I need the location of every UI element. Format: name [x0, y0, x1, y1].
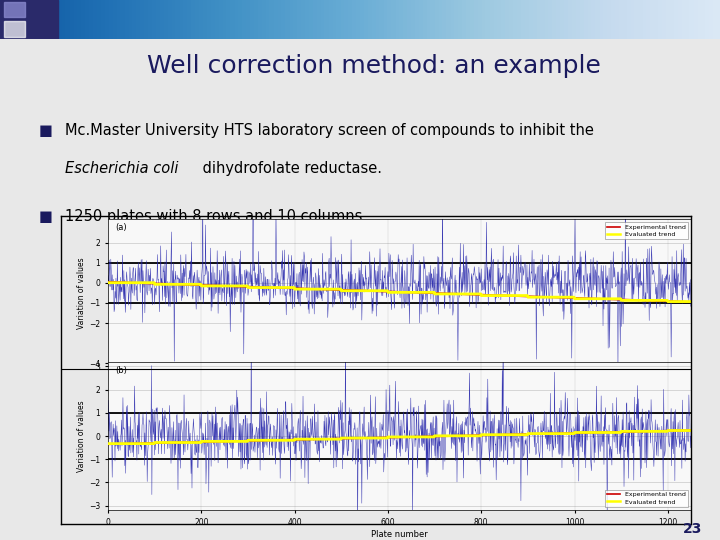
Legend: Experimental trend, Evaluated trend: Experimental trend, Evaluated trend	[605, 222, 688, 239]
Text: (b): (b)	[115, 366, 127, 375]
Text: (a): (a)	[115, 223, 127, 232]
Text: Mc.Master University HTS laboratory screen of compounds to inhibit the: Mc.Master University HTS laboratory scre…	[66, 124, 594, 138]
Text: ■: ■	[39, 124, 53, 138]
Text: ■: ■	[39, 210, 53, 225]
Legend: Experimental trend, Evaluated trend: Experimental trend, Evaluated trend	[605, 490, 688, 507]
Bar	[4, 22, 25, 37]
Y-axis label: Variation of values: Variation of values	[77, 400, 86, 472]
Bar	[0, 0, 58, 39]
Text: dihydrofolate reductase.: dihydrofolate reductase.	[198, 160, 382, 176]
Y-axis label: Variation of values: Variation of values	[77, 257, 86, 329]
Text: Well correction method: an example: Well correction method: an example	[148, 54, 601, 78]
Text: 1250 plates with 8 rows and 10 columns.: 1250 plates with 8 rows and 10 columns.	[66, 210, 367, 225]
X-axis label: Plate number: Plate number	[372, 530, 428, 539]
Text: Escherichia coli: Escherichia coli	[66, 160, 179, 176]
Text: 23: 23	[683, 522, 702, 536]
Bar	[4, 2, 25, 17]
